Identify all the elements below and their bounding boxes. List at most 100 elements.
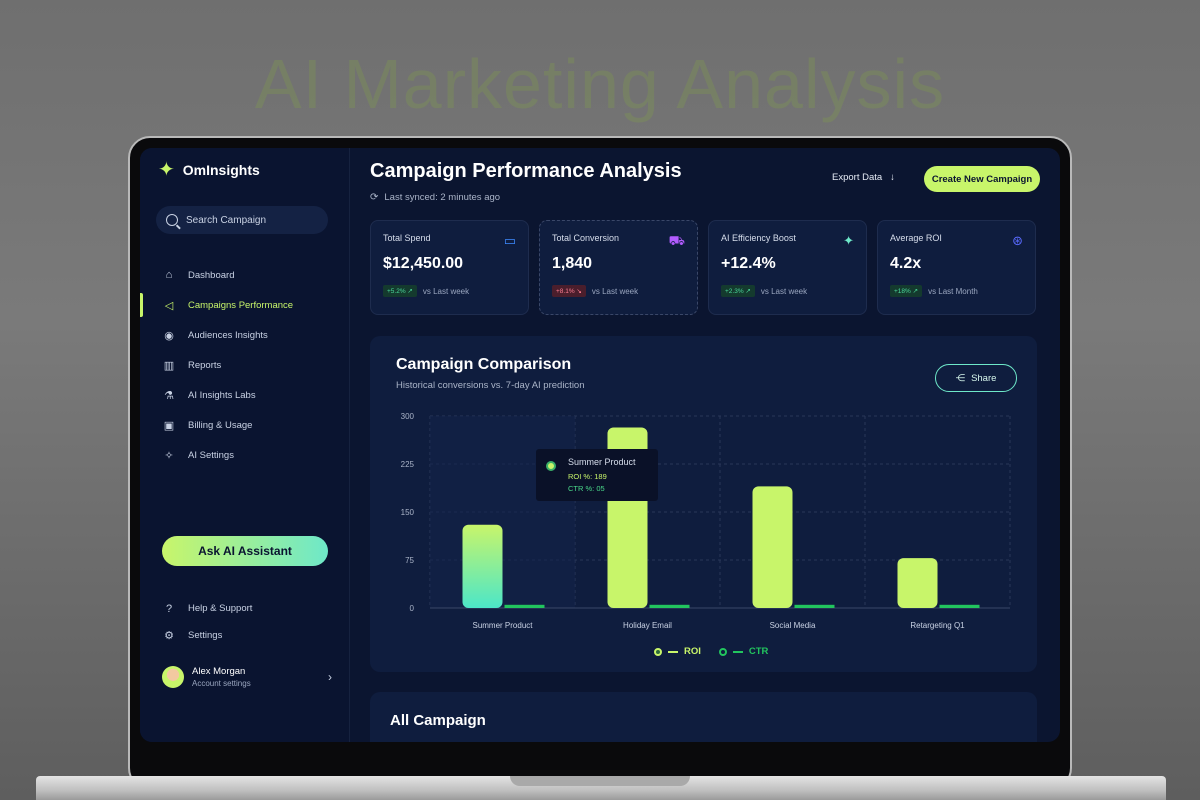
sidebar-item-dashboard[interactable]: ⌂ Dashboard — [140, 260, 350, 290]
card-value: +12.4% — [721, 255, 776, 272]
all-campaign-title: All Campaign — [390, 712, 486, 729]
audience-icon: ◉ — [164, 329, 174, 342]
user-profile[interactable]: Alex Morgan Account settings › — [162, 666, 332, 688]
stat-card-ai-efficiency[interactable]: AI Efficiency Boost +12.4% +2.3% ↗ vs La… — [708, 220, 867, 315]
bar-roi — [897, 558, 938, 608]
sidebar-item-campaigns-performance[interactable]: ◁ Campaigns Performance — [140, 290, 350, 320]
sidebar-item-audiences-insights[interactable]: ◉ Audiences Insights — [140, 320, 350, 350]
card-value: $12,450.00 — [383, 255, 464, 272]
wallet-icon: ▣ — [163, 419, 175, 432]
sidebar-item-label: Reports — [188, 359, 222, 371]
bar-roi — [462, 524, 503, 608]
sidebar-item-billing-usage[interactable]: ▣ Billing & Usage — [140, 410, 350, 440]
bar-ctr — [794, 604, 835, 608]
x-tick-label: Retargeting Q1 — [910, 621, 965, 630]
change-badge: +5.2% ↗ — [383, 285, 417, 297]
app-screen: ✦ OmInsights ⌂ Dashboard ◁ Campaigns Per… — [140, 148, 1060, 742]
stat-card-total-spend[interactable]: Total Spend $12,450.00 +5.2% ↗ vs Last w… — [370, 220, 529, 315]
sidebar-item-reports[interactable]: ▥ Reports — [140, 350, 350, 380]
ask-ai-assistant-button[interactable]: Ask AI Assistant — [162, 536, 328, 566]
bar-chart: 0 75 150 225 300 Summer Product Holiday Email S… — [401, 412, 1011, 630]
y-tick-label: 300 — [401, 412, 415, 421]
sidebar-item-label: AI Settings — [188, 449, 234, 461]
help-icon: ? — [165, 602, 173, 615]
card-label: Average ROI — [890, 233, 942, 243]
sidebar-item-help-support[interactable]: ? Help & Support — [140, 595, 350, 622]
sidebar-item-settings[interactable]: ⚙ Settings — [140, 622, 350, 649]
card-label: Total Spend — [383, 233, 431, 243]
sparkle-icon: ✦ — [843, 233, 854, 248]
sidebar-item-label: Billing & Usage — [188, 419, 253, 431]
search-input[interactable] — [186, 214, 316, 226]
tooltip-ctr: CTR %: 05 — [568, 484, 605, 493]
card-label: Total Conversion — [552, 233, 620, 243]
bar-roi — [752, 486, 793, 608]
change-badge: +8.1% ↘ — [552, 285, 586, 297]
flask-icon: ⚗ — [164, 389, 174, 402]
bar-ctr — [649, 604, 690, 608]
sidebar-item-label: Help & Support — [188, 603, 253, 614]
change-badge: +2.3% ↗ — [721, 285, 755, 297]
search-box[interactable] — [156, 206, 328, 234]
megaphone-icon: ◁ — [164, 299, 174, 312]
legend-dot — [718, 647, 727, 656]
chart-legend: ROI CTR — [654, 646, 768, 657]
card-compare: vs Last Month — [928, 286, 978, 296]
card-compare: vs Last week — [422, 286, 470, 296]
download-icon: ↓ — [890, 172, 895, 183]
legend-item-ctr[interactable]: CTR — [718, 646, 768, 657]
share-button[interactable]: ⋲ Share — [935, 364, 1017, 392]
legend-item-roi[interactable]: ROI — [654, 646, 701, 657]
stat-cards: Total Spend $12,450.00 +5.2% ↗ vs Last w… — [370, 220, 1036, 315]
bar-ctr — [939, 604, 980, 608]
chart-subtitle: Historical conversions vs. 7-day AI pred… — [396, 380, 585, 391]
y-tick-label: 150 — [401, 508, 415, 517]
sidebar-item-ai-settings[interactable]: ✧ AI Settings — [140, 440, 350, 470]
x-tick-label: Holiday Email — [623, 621, 672, 630]
user-name: Alex Morgan — [192, 666, 246, 677]
export-data-button[interactable]: Export Data ↓ — [832, 172, 895, 183]
create-new-campaign-button[interactable]: Create New Campaign — [924, 166, 1040, 192]
stat-card-total-conversion[interactable]: Total Conversion 1,840 +8.1% ↘ vs Last w… — [539, 220, 698, 315]
bar-ctr — [504, 604, 545, 608]
main-content: Campaign Performance Analysis ⟳ Last syn… — [350, 148, 1060, 742]
legend-line — [732, 650, 743, 653]
account-settings-link[interactable]: Account settings — [192, 679, 251, 688]
share-icon: ⋲ — [955, 372, 966, 384]
tooltip-dot — [546, 461, 556, 471]
home-icon: ⌂ — [165, 269, 173, 281]
share-label: Share — [971, 372, 997, 384]
sidebar-item-ai-insights-labs[interactable]: ⚗ AI Insights Labs — [140, 380, 350, 410]
search-icon — [166, 214, 178, 226]
sync-text: Last synced: 2 minutes ago — [384, 192, 501, 203]
sync-status: ⟳ Last synced: 2 minutes ago — [370, 192, 500, 203]
cart-icon: ⛟ — [668, 233, 685, 248]
brand-name: OmInsights — [182, 162, 260, 178]
campaign-comparison-panel: Campaign Comparison Historical conversio… — [370, 336, 1037, 672]
stat-card-average-roi[interactable]: Average ROI 4.2x +18% ↗ vs Last Month ⊛ — [877, 220, 1036, 315]
change-badge: +18% ↗ — [890, 285, 923, 297]
card-value: 1,840 — [552, 255, 593, 272]
export-label: Export Data — [832, 172, 883, 183]
chevron-right-icon: › — [328, 670, 332, 684]
gear-icon: ⚙ — [164, 630, 174, 642]
x-tick-label: Social Media — [770, 621, 816, 630]
sidebar-item-label: AI Insights Labs — [188, 389, 256, 401]
all-campaign-panel: All Campaign — [370, 692, 1037, 742]
sidebar: ✦ OmInsights ⌂ Dashboard ◁ Campaigns Per… — [140, 148, 350, 742]
card-compare: vs Last week — [591, 286, 639, 296]
card-compare: vs Last week — [760, 286, 808, 296]
y-tick-label: 75 — [405, 556, 414, 565]
sidebar-bottom-nav: ? Help & Support ⚙ Settings — [140, 595, 350, 649]
sparkle-logo-icon: ✦ — [158, 159, 175, 181]
refresh-icon: ⟳ — [370, 192, 379, 203]
sidebar-item-label: Settings — [188, 630, 223, 641]
sparkle-icon: ✧ — [164, 449, 174, 462]
avatar — [162, 666, 184, 688]
sidebar-item-label: Audiences Insights — [188, 329, 268, 341]
card-value: 4.2x — [890, 255, 922, 272]
legend-line — [668, 650, 678, 653]
page-title: Campaign Performance Analysis — [370, 160, 682, 182]
card-label: AI Efficiency Boost — [721, 233, 796, 243]
brand[interactable]: ✦ OmInsights — [158, 160, 260, 180]
